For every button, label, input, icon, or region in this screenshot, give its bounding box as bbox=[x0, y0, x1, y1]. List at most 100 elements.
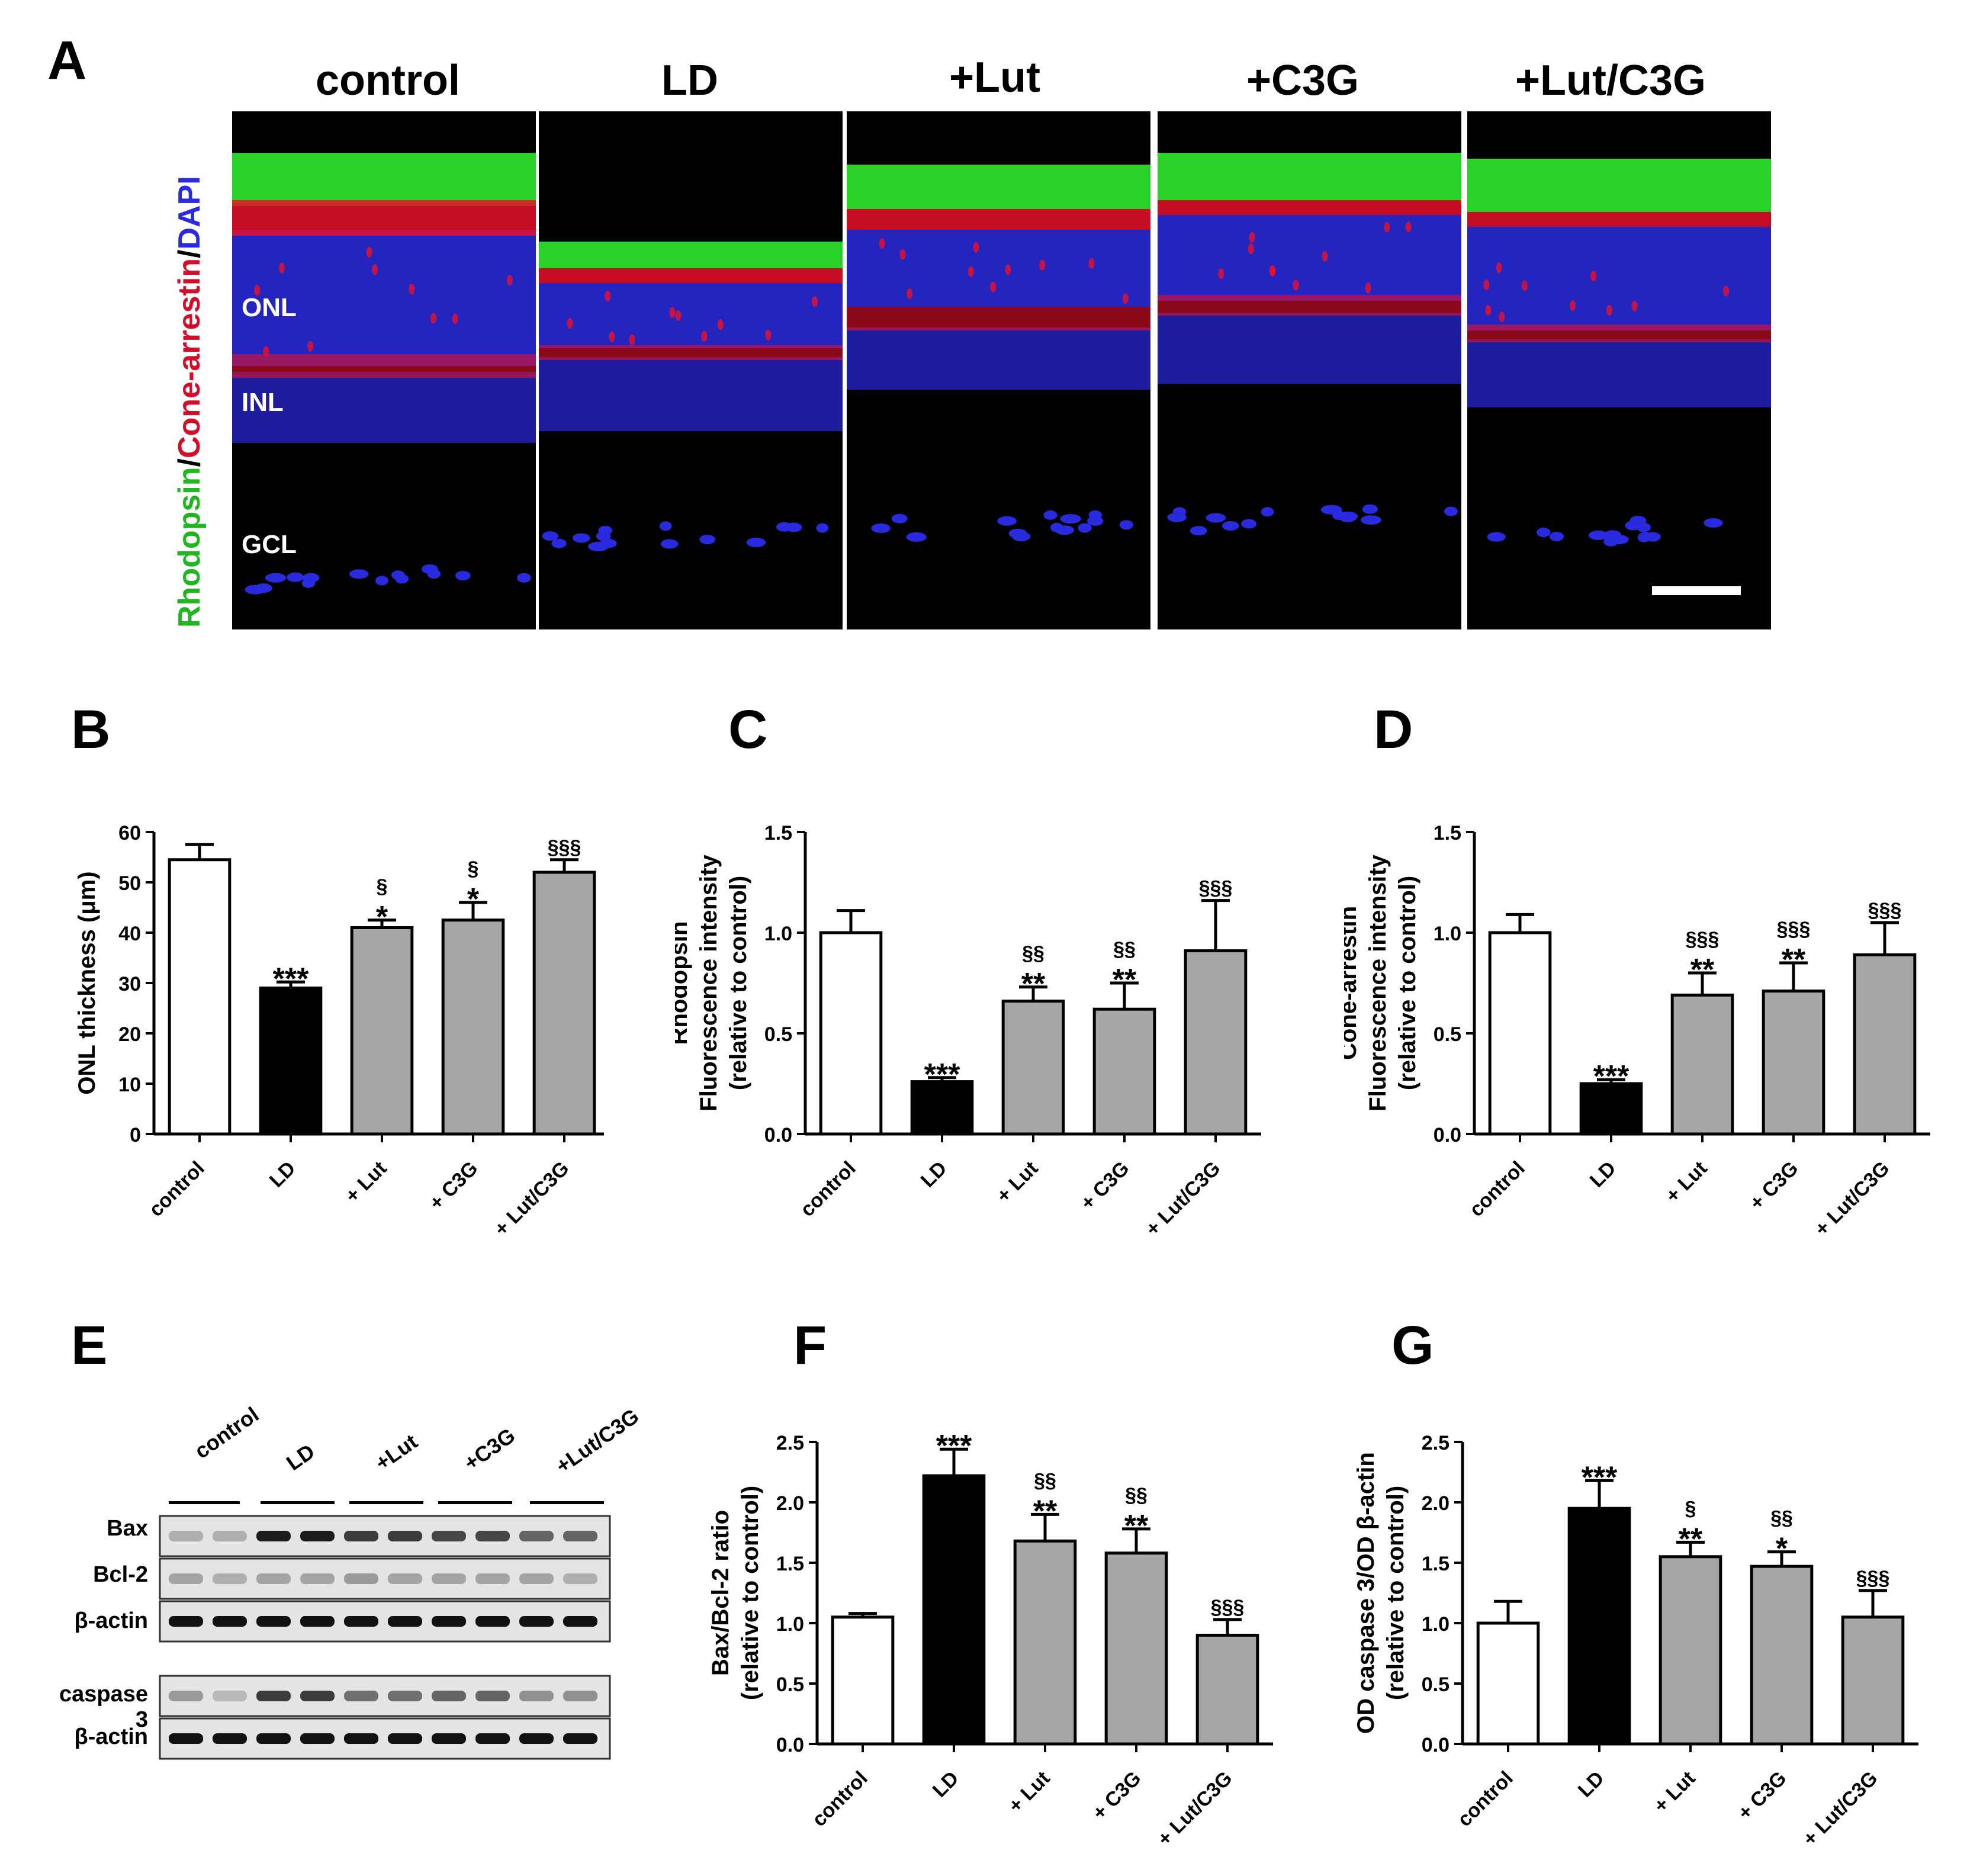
blot-label-caspase3: caspase 3 bbox=[59, 1682, 148, 1732]
blot-group-line bbox=[530, 1501, 604, 1504]
gcl-nucleus bbox=[1087, 516, 1104, 526]
y-axis-label: Bax/Bcl-2 ratio bbox=[708, 1510, 734, 1676]
y-tick-label: 1.5 bbox=[1422, 1553, 1449, 1575]
panel-letter-a: A bbox=[47, 30, 87, 91]
significance-stars: ** bbox=[1033, 1494, 1058, 1528]
gcl-nucleus bbox=[375, 576, 388, 586]
gcl-nucleus bbox=[1241, 519, 1257, 529]
blot-band bbox=[213, 1616, 247, 1627]
chart-c-rhodopsin: 0.0 0.5 1.0 1.5 Rhodopsin Fluorescence intens… bbox=[675, 822, 1261, 1241]
blot-band bbox=[388, 1616, 422, 1627]
bar bbox=[910, 1080, 974, 1136]
significance-section: §§ bbox=[1770, 1507, 1793, 1530]
cone-cell bbox=[1723, 285, 1730, 297]
gcl-nucleus bbox=[1222, 521, 1239, 531]
gcl-nucleus bbox=[245, 584, 266, 595]
blot-band bbox=[519, 1733, 554, 1744]
blot-band bbox=[256, 1691, 291, 1701]
cone-cell bbox=[1483, 280, 1490, 291]
blot-band bbox=[344, 1616, 378, 1627]
gcl-nucleus bbox=[785, 522, 802, 532]
bar bbox=[1184, 949, 1248, 1136]
stain-legend: Rhodopsin/Cone-arrestin/DAPI bbox=[172, 176, 207, 628]
gcl-nucleus bbox=[871, 523, 891, 534]
gcl-nucleus bbox=[1636, 522, 1651, 532]
y-axis-label: Fluorescence intensity bbox=[1365, 855, 1391, 1112]
micro-col-title-control: control bbox=[316, 57, 460, 104]
blot-label-bcl2: Bcl-2 bbox=[93, 1562, 148, 1587]
y-axis-label: (relative to control) bbox=[737, 1486, 763, 1700]
blot-band bbox=[519, 1691, 554, 1701]
y-tick-label: 0.0 bbox=[776, 1734, 804, 1756]
y-axis-label: Rhodopsin bbox=[675, 921, 692, 1045]
category-label: + Lut/C3G bbox=[490, 1157, 574, 1241]
y-tick-label: 1.0 bbox=[1434, 923, 1461, 945]
dapi-layer bbox=[232, 230, 536, 366]
rhodopsin-layer bbox=[1158, 153, 1461, 200]
rhodopsin-layer bbox=[847, 165, 1150, 209]
cone-cell bbox=[812, 296, 818, 307]
y-tick-label: 0.5 bbox=[764, 1023, 792, 1046]
cone-cell bbox=[1485, 305, 1492, 316]
gcl-nucleus bbox=[349, 569, 369, 579]
rhodopsin-layer bbox=[539, 242, 843, 268]
gcl-nucleus bbox=[427, 569, 441, 579]
gcl-nucleus bbox=[746, 537, 766, 547]
blot-label-bax: Bax bbox=[107, 1516, 148, 1541]
category-label: + Lut bbox=[992, 1157, 1043, 1207]
panel-letter-c: C bbox=[728, 699, 768, 760]
gcl-nucleus bbox=[542, 531, 558, 541]
cone-cell bbox=[1269, 265, 1275, 277]
y-tick-label: 1.0 bbox=[776, 1613, 804, 1636]
chart-axes: 0.0 0.5 1.0 1.5 2.0 2.5 bbox=[776, 1432, 1273, 1756]
category-label: + C3G bbox=[425, 1157, 483, 1215]
category-label: + Lut/C3G bbox=[1799, 1767, 1882, 1851]
significance-stars: *** bbox=[1582, 1460, 1618, 1495]
cone-cell bbox=[452, 313, 458, 325]
bar bbox=[350, 926, 414, 1136]
cone-cell bbox=[1569, 300, 1576, 311]
cone-cell bbox=[675, 310, 682, 321]
gcl-nucleus bbox=[551, 538, 567, 548]
dapi-layer bbox=[539, 357, 843, 431]
gcl-nucleus bbox=[1361, 515, 1381, 525]
y-tick-label: 2.5 bbox=[1422, 1432, 1449, 1454]
blot-band bbox=[432, 1616, 466, 1627]
category-label: LD bbox=[265, 1157, 300, 1192]
dapi-layer bbox=[1467, 339, 1771, 407]
blot-band bbox=[519, 1616, 554, 1627]
gcl-nucleus bbox=[1588, 530, 1608, 540]
blot-group-line bbox=[349, 1501, 423, 1504]
cone-cell bbox=[1606, 305, 1612, 316]
cone-cell bbox=[278, 262, 285, 274]
micrograph-image bbox=[847, 165, 1150, 542]
cone-cell bbox=[1218, 268, 1224, 280]
cone-cell bbox=[701, 330, 708, 342]
micrograph-lut bbox=[847, 111, 1150, 629]
bar bbox=[1104, 1551, 1168, 1746]
cone-arrestin-layer bbox=[539, 268, 843, 283]
panel-letter-g: G bbox=[1391, 1315, 1434, 1376]
panel-letter-b: B bbox=[71, 699, 111, 760]
cone-arrestin-layer bbox=[847, 209, 1150, 230]
significance-stars: *** bbox=[273, 962, 309, 996]
cone-cell bbox=[629, 334, 635, 345]
blot-band bbox=[475, 1616, 510, 1627]
blot-band bbox=[519, 1573, 554, 1584]
y-tick-label: 2.0 bbox=[1422, 1492, 1449, 1515]
bar bbox=[1853, 953, 1917, 1136]
dapi-layer bbox=[1158, 215, 1461, 301]
panel-letter-d: D bbox=[1374, 699, 1413, 760]
category-label: control bbox=[808, 1767, 872, 1831]
gcl-nucleus bbox=[891, 513, 908, 523]
cone-cell bbox=[1521, 280, 1528, 291]
gcl-nucleus bbox=[455, 571, 471, 581]
blot-band bbox=[344, 1691, 378, 1701]
bar bbox=[532, 870, 596, 1136]
significance-section: §§§ bbox=[548, 836, 581, 859]
blot-band bbox=[475, 1531, 510, 1541]
gcl-nucleus bbox=[1261, 507, 1274, 517]
micrograph-image bbox=[1158, 153, 1461, 536]
category-label: + C3G bbox=[1746, 1157, 1803, 1215]
gcl-nucleus bbox=[1190, 526, 1207, 536]
